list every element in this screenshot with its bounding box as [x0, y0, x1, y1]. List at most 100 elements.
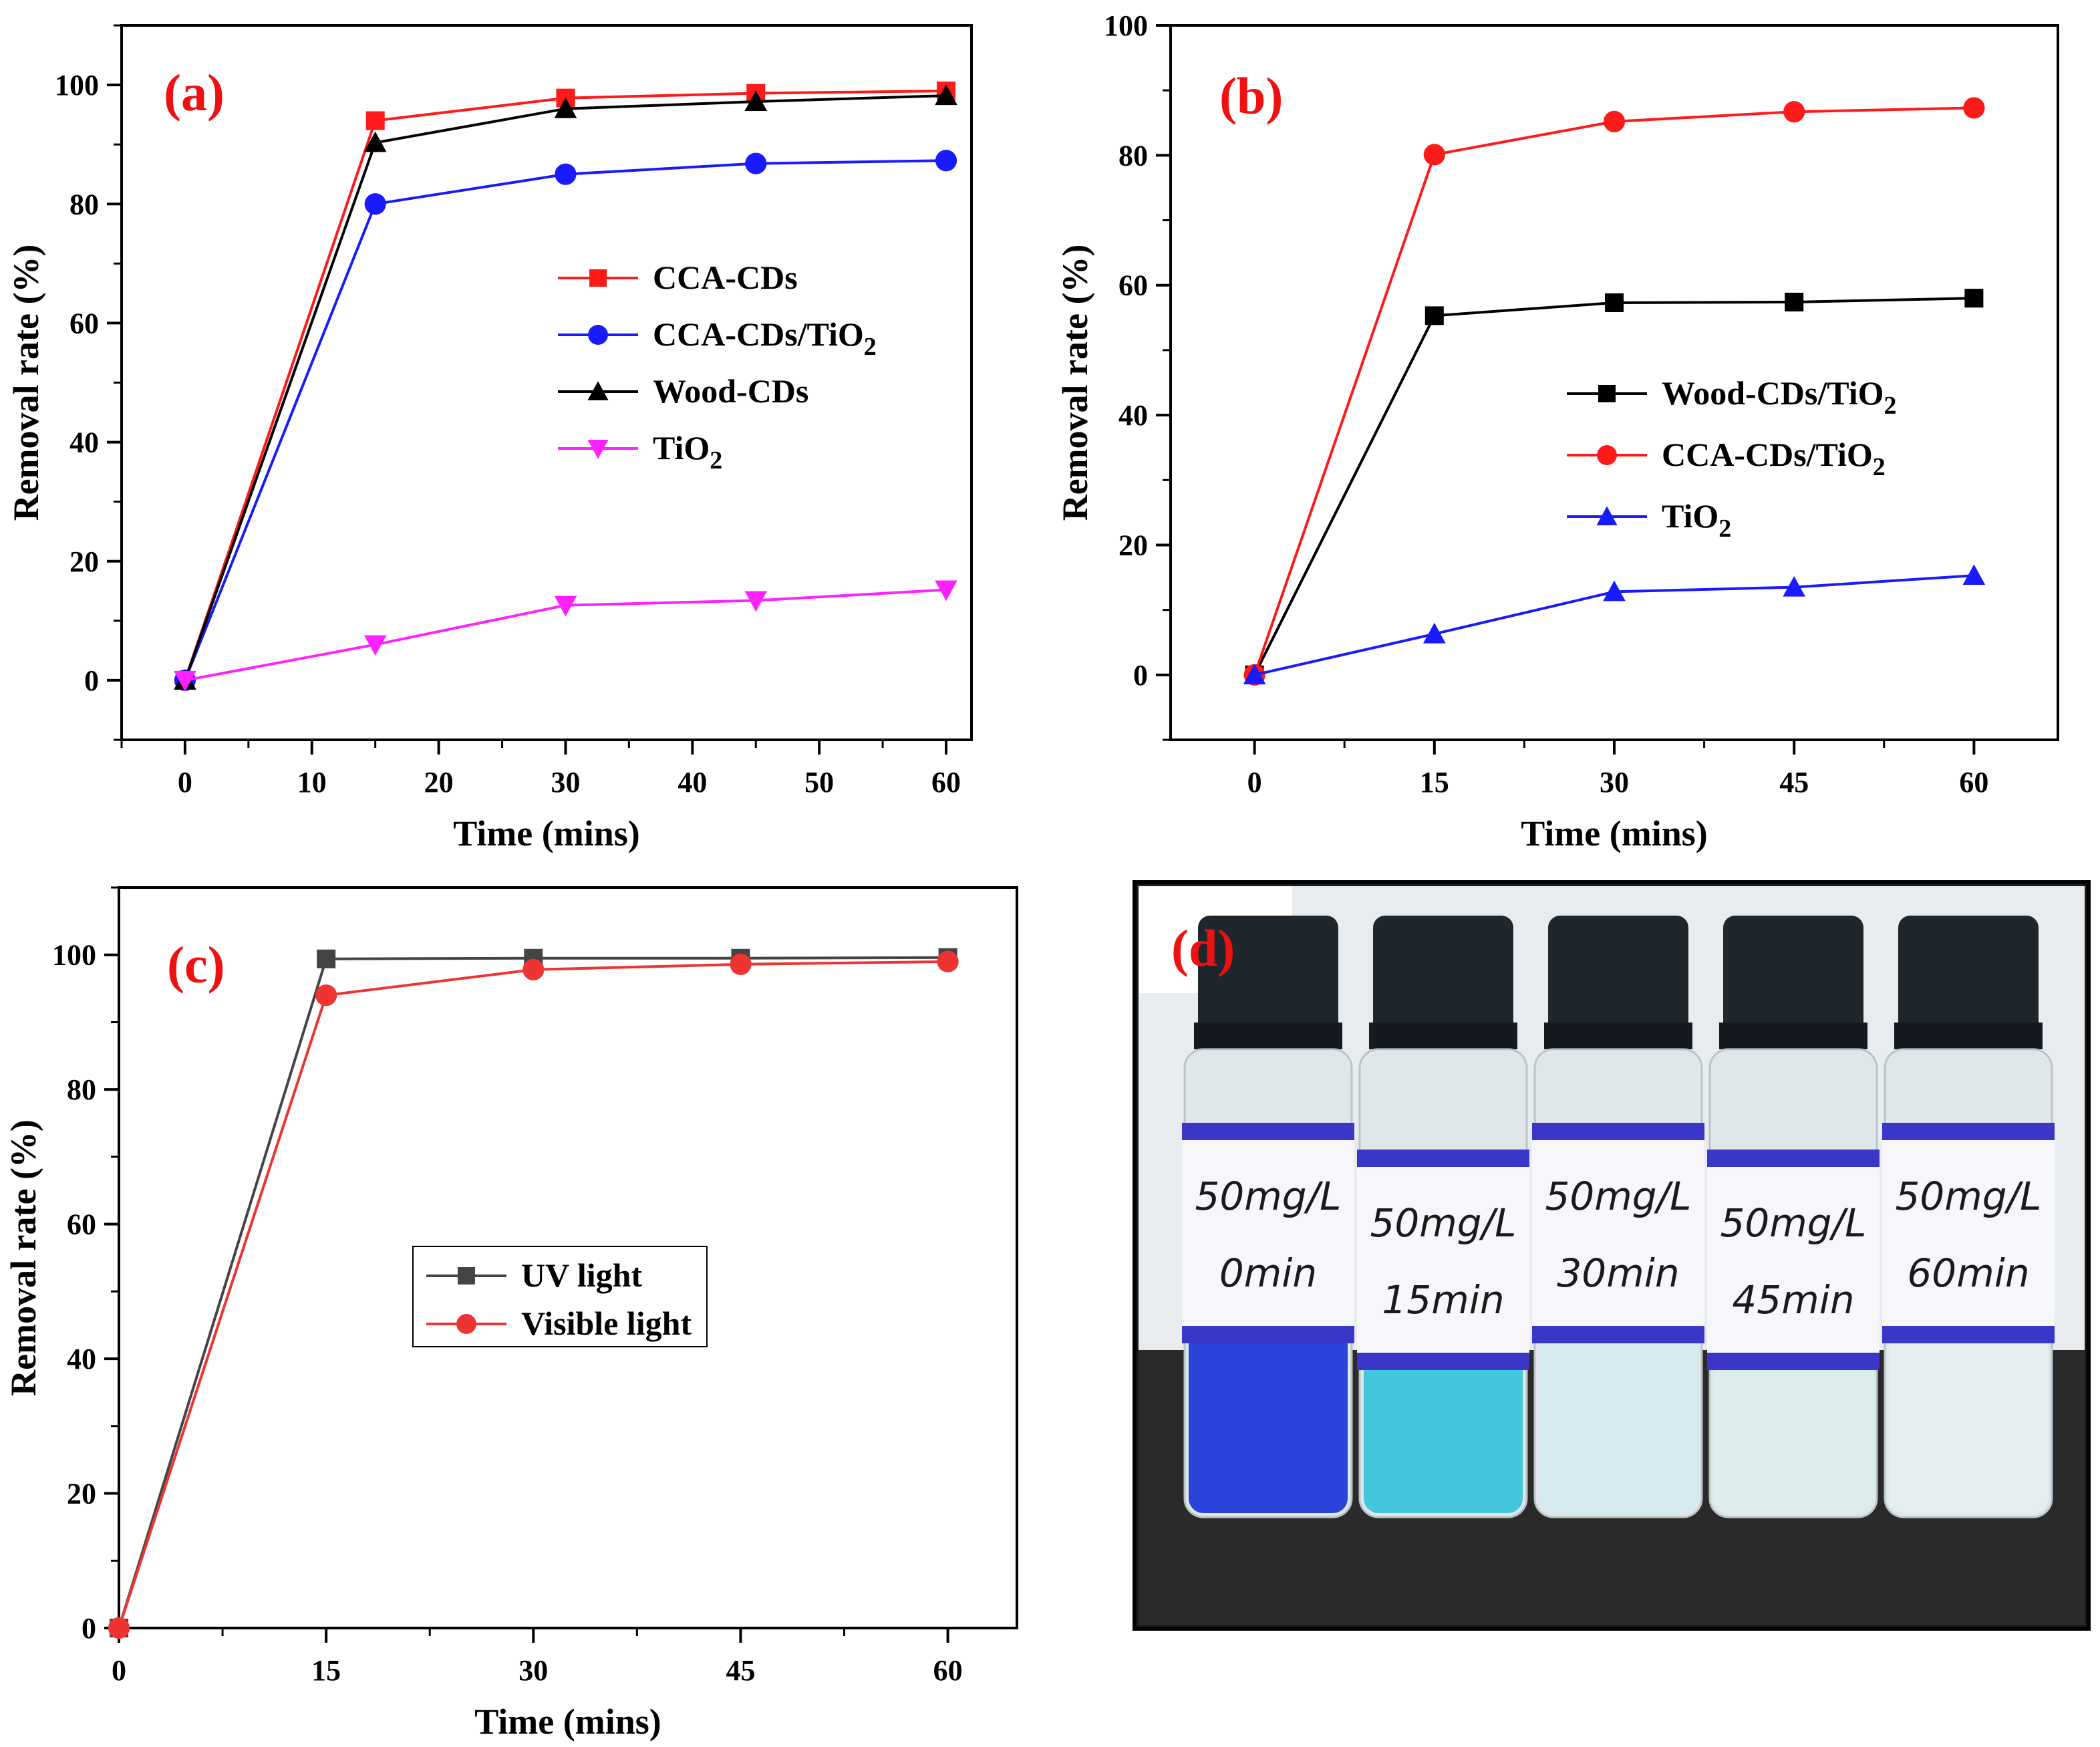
y-tick-label: 100	[55, 69, 99, 102]
vial-label-concentration: 50mg/L	[1896, 1174, 2042, 1219]
y-tick-label: 0	[1133, 659, 1148, 692]
data-point-2-1	[1423, 622, 1446, 644]
x-tick-label: 50	[804, 766, 834, 799]
vial-label-time: 60min	[1907, 1250, 2029, 1296]
vial-label-concentration: 50mg/L	[1370, 1200, 1517, 1246]
y-tick-label: 80	[67, 1073, 96, 1106]
legend-entry-3: TiO2	[653, 429, 722, 475]
x-tick-label: 0	[112, 1654, 126, 1687]
vial-tape-top	[1707, 1150, 1880, 1167]
y-tick-label: 40	[67, 1343, 96, 1375]
x-tick-label: 60	[1959, 766, 1988, 799]
vial-tape-bottom	[1357, 1353, 1529, 1370]
legend-entry-2: TiO2	[1662, 497, 1731, 543]
legend-marker-1	[588, 325, 608, 345]
vial-cap-rim	[1544, 1023, 1692, 1049]
legend-marker-2	[587, 381, 609, 400]
vial-label	[1357, 1150, 1529, 1370]
data-point-2-3	[744, 90, 768, 112]
x-tick-label: 15	[311, 1654, 341, 1687]
y-tick-label: 20	[69, 545, 99, 578]
x-tick-label: 30	[518, 1654, 548, 1687]
vial-label-concentration: 50mg/L	[1545, 1174, 1692, 1219]
legend-marker-0	[458, 1267, 475, 1285]
panel-d-photo: 50mg/L 0min 50mg/L 15min 50mg/L 30min 50mg/L 45…	[1133, 880, 2091, 1631]
vial-liquid	[1189, 1303, 1348, 1513]
x-tick-label: 60	[933, 1654, 963, 1687]
vial-label-time: 30min	[1557, 1250, 1679, 1296]
panel-label: (b)	[1219, 67, 1283, 125]
x-tick-label: 30	[1600, 766, 1629, 799]
panel-label: (d)	[1171, 919, 1235, 977]
legend-marker-1	[456, 1314, 476, 1334]
data-point-1-4	[937, 950, 959, 972]
legend-entry-1: CCA-CDs/TiO2	[1662, 436, 1886, 481]
data-point-1-3	[730, 953, 752, 975]
data-point-1-4	[1963, 97, 1985, 119]
vial-cap	[1898, 916, 2039, 1036]
vial-tape-top	[1182, 1123, 1354, 1140]
data-point-0-3	[1785, 292, 1804, 311]
y-tick-label: 0	[84, 664, 99, 697]
vial-cap	[1548, 916, 1688, 1036]
y-tick-label: 80	[69, 188, 99, 221]
data-point-0-1	[365, 111, 385, 130]
vial-label-time: 15min	[1382, 1277, 1504, 1323]
data-point-2-3	[1783, 575, 1805, 597]
vial-cap-rim	[1894, 1023, 2043, 1049]
panel-label: (a)	[164, 63, 224, 122]
series-line-0	[1253, 297, 1974, 676]
vial-label	[1707, 1150, 1880, 1370]
y-tick-label: 60	[1118, 269, 1148, 302]
vial-tape-bottom	[1532, 1326, 1704, 1343]
y-tick-label: 40	[69, 426, 99, 459]
legend-entry-0: Wood-CDs/TiO2	[1662, 374, 1897, 420]
y-tick-label: 60	[67, 1208, 96, 1241]
x-tick-label: 10	[297, 766, 327, 799]
vial-label	[1532, 1123, 1704, 1343]
vial-cap-rim	[1369, 1023, 1517, 1049]
data-point-1-2	[1603, 110, 1626, 132]
y-tick-label: 100	[52, 939, 96, 972]
x-tick-label: 0	[178, 766, 192, 799]
x-tick-label: 20	[424, 766, 454, 799]
y-axis-title: Removal rate (%)	[3, 1119, 43, 1396]
data-point-3-2	[554, 595, 577, 617]
vial-4: 50mg/L 60min	[1882, 916, 2055, 1518]
vial-1: 50mg/L 15min	[1357, 916, 1529, 1518]
vial-cap	[1373, 916, 1513, 1036]
data-point-2-0	[1243, 664, 1266, 684]
data-point-2-2	[1603, 580, 1626, 601]
data-point-1-0	[108, 1617, 130, 1639]
plot-frame	[118, 886, 1018, 1629]
panel-label: (c)	[167, 936, 225, 994]
data-point-2-1	[363, 131, 387, 152]
x-axis-title: Time (mins)	[453, 813, 640, 853]
vial-tape-top	[1882, 1123, 2055, 1140]
vial-liquid	[1539, 1303, 1698, 1513]
data-point-0-1	[1424, 306, 1444, 325]
y-tick-label: 60	[69, 307, 99, 340]
vial-label-time: 45min	[1732, 1277, 1854, 1323]
x-axis-title: Time (mins)	[474, 1702, 661, 1742]
data-point-0-1	[317, 949, 336, 968]
panel-c-chart: 0 15 30 45 60 0 20 40 60 80 100 Time (mins) Removal …	[3, 886, 1018, 1742]
vial-tape-bottom	[1882, 1326, 2055, 1343]
legend-entry-0: UV light	[521, 1256, 642, 1294]
x-axis-title: Time (mins)	[1521, 813, 1708, 853]
data-point-3-1	[363, 635, 387, 656]
legend-entry-1: CCA-CDs/TiO2	[653, 315, 877, 361]
x-tick-label: 60	[931, 766, 961, 799]
x-tick-label: 45	[726, 1654, 755, 1687]
legend-entry-2: Wood-CDs	[653, 372, 808, 410]
x-tick-label: 45	[1779, 766, 1809, 799]
x-tick-label: 0	[1247, 766, 1262, 799]
vial-tape-bottom	[1707, 1353, 1880, 1370]
data-point-3-0	[174, 670, 196, 692]
legend-entry-0: CCA-CDs	[653, 259, 798, 296]
data-point-1-1	[315, 984, 337, 1006]
vial-0: 50mg/L 0min	[1182, 916, 1354, 1518]
y-axis-title: Removal rate (%)	[1055, 245, 1095, 521]
y-tick-label: 20	[67, 1478, 96, 1510]
